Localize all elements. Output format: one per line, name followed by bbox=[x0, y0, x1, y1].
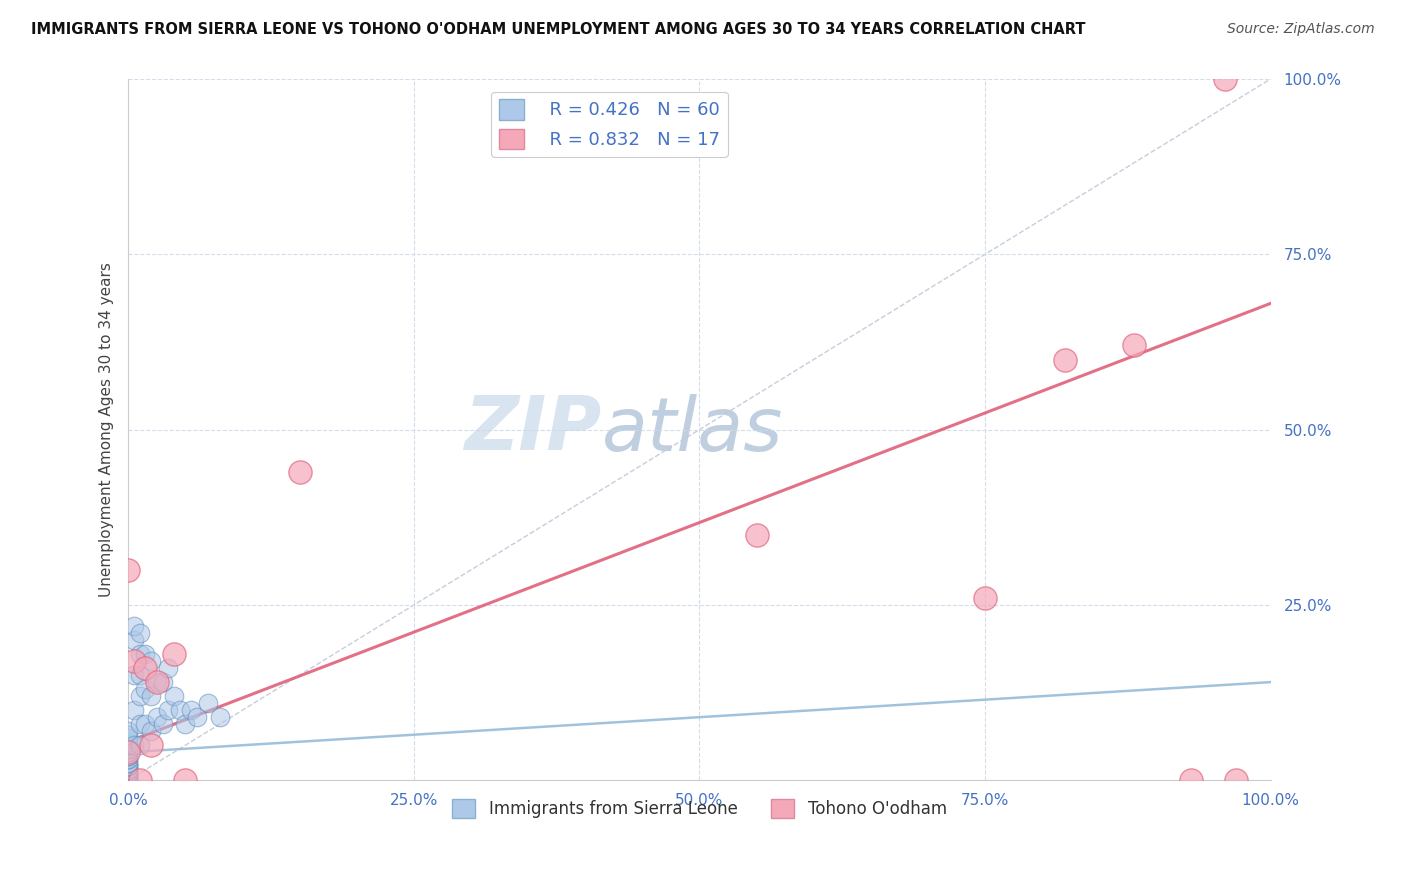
Point bbox=[122, 738, 145, 752]
Point bbox=[163, 689, 186, 703]
Point bbox=[146, 710, 169, 724]
Point bbox=[117, 763, 139, 777]
Point bbox=[117, 773, 139, 788]
Point bbox=[180, 703, 202, 717]
Point bbox=[197, 696, 219, 710]
Point bbox=[134, 682, 156, 697]
Text: Source: ZipAtlas.com: Source: ZipAtlas.com bbox=[1227, 22, 1375, 37]
Point bbox=[157, 703, 180, 717]
Point bbox=[122, 633, 145, 648]
Point bbox=[117, 766, 139, 780]
Point bbox=[117, 741, 139, 756]
Text: ZIP: ZIP bbox=[465, 393, 602, 467]
Point bbox=[122, 654, 145, 668]
Point bbox=[117, 735, 139, 749]
Point bbox=[117, 759, 139, 773]
Point bbox=[157, 661, 180, 675]
Point bbox=[117, 724, 139, 739]
Point bbox=[174, 773, 197, 788]
Point bbox=[117, 773, 139, 788]
Point bbox=[117, 745, 139, 759]
Point bbox=[208, 710, 231, 724]
Point bbox=[134, 717, 156, 731]
Point bbox=[117, 738, 139, 752]
Point bbox=[128, 626, 150, 640]
Point bbox=[117, 759, 139, 773]
Point bbox=[139, 738, 162, 752]
Point bbox=[152, 675, 174, 690]
Point bbox=[139, 689, 162, 703]
Point bbox=[146, 675, 169, 690]
Point bbox=[745, 528, 768, 542]
Point bbox=[974, 591, 997, 605]
Point bbox=[117, 745, 139, 759]
Point bbox=[146, 675, 169, 690]
Point bbox=[152, 717, 174, 731]
Point bbox=[1053, 352, 1076, 367]
Point bbox=[117, 752, 139, 766]
Point bbox=[117, 763, 139, 777]
Text: atlas: atlas bbox=[602, 393, 783, 466]
Point bbox=[117, 756, 139, 770]
Point bbox=[139, 654, 162, 668]
Point bbox=[122, 619, 145, 633]
Point bbox=[117, 770, 139, 784]
Point bbox=[1225, 773, 1247, 788]
Point bbox=[117, 763, 139, 777]
Point bbox=[1180, 773, 1202, 788]
Point bbox=[1213, 72, 1236, 87]
Point bbox=[128, 738, 150, 752]
Point bbox=[139, 724, 162, 739]
Point bbox=[117, 766, 139, 780]
Point bbox=[117, 759, 139, 773]
Point bbox=[128, 773, 150, 788]
Point bbox=[117, 770, 139, 784]
Point bbox=[117, 770, 139, 784]
Y-axis label: Unemployment Among Ages 30 to 34 years: Unemployment Among Ages 30 to 34 years bbox=[100, 262, 114, 597]
Point bbox=[174, 717, 197, 731]
Point bbox=[117, 748, 139, 763]
Point bbox=[288, 465, 311, 479]
Point bbox=[134, 647, 156, 661]
Text: IMMIGRANTS FROM SIERRA LEONE VS TOHONO O'ODHAM UNEMPLOYMENT AMONG AGES 30 TO 34 : IMMIGRANTS FROM SIERRA LEONE VS TOHONO O… bbox=[31, 22, 1085, 37]
Point bbox=[128, 689, 150, 703]
Point bbox=[117, 756, 139, 770]
Point bbox=[122, 703, 145, 717]
Point bbox=[186, 710, 208, 724]
Point bbox=[134, 661, 156, 675]
Point bbox=[117, 745, 139, 759]
Point bbox=[122, 668, 145, 682]
Point bbox=[163, 647, 186, 661]
Point bbox=[117, 563, 139, 577]
Point bbox=[117, 731, 139, 746]
Point bbox=[128, 647, 150, 661]
Point bbox=[117, 766, 139, 780]
Legend: Immigrants from Sierra Leone, Tohono O'odham: Immigrants from Sierra Leone, Tohono O'o… bbox=[446, 792, 953, 824]
Point bbox=[117, 773, 139, 788]
Point bbox=[128, 668, 150, 682]
Point bbox=[1122, 338, 1144, 352]
Point bbox=[117, 748, 139, 763]
Point bbox=[117, 738, 139, 752]
Point bbox=[117, 752, 139, 766]
Point bbox=[128, 717, 150, 731]
Point bbox=[169, 703, 191, 717]
Point bbox=[117, 728, 139, 742]
